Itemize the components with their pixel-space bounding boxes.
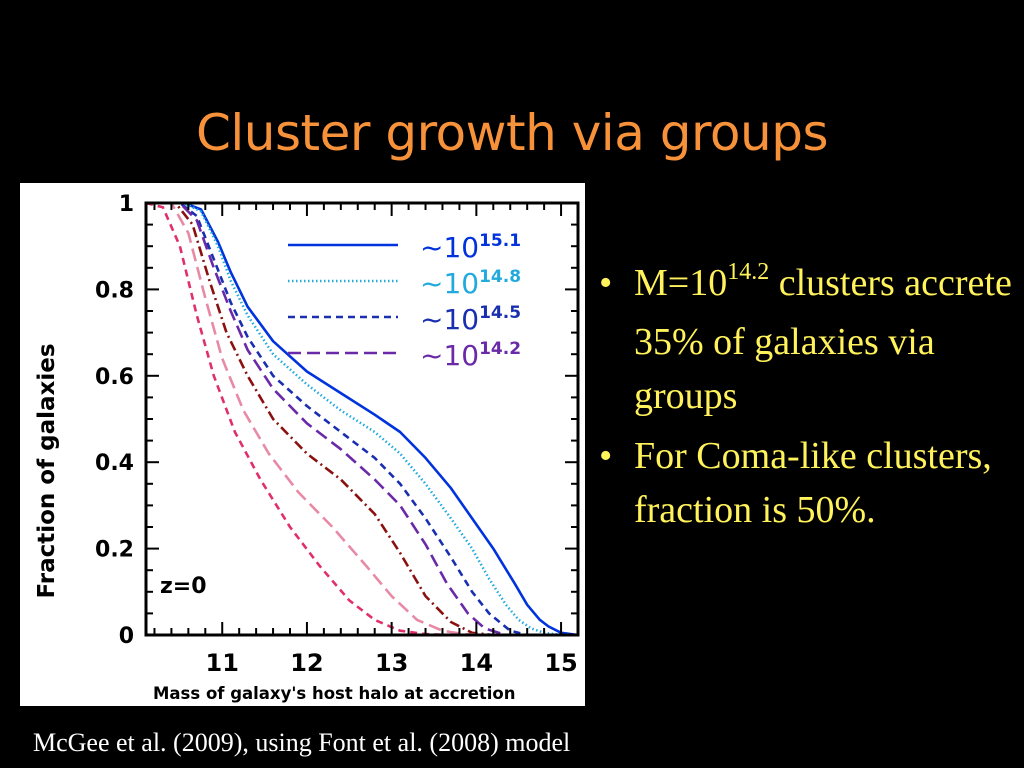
x-tick-label: 13 xyxy=(375,649,408,677)
x-tick-label: 11 xyxy=(206,649,239,677)
series-line-3 xyxy=(146,201,507,637)
x-tick-label: 12 xyxy=(290,649,323,677)
legend: ~1015.1~1014.8~1014.5~1014.2 xyxy=(288,231,521,372)
bullet-mass-prefix: M=10 xyxy=(634,262,728,304)
legend-label: ~1014.2 xyxy=(420,339,521,372)
series-layer xyxy=(145,201,579,637)
legend-label: ~1015.1 xyxy=(420,231,521,264)
bullet-list: • M=1014.2 clusters accrete 35% of galax… xyxy=(597,256,1017,543)
legend-label: ~1014.8 xyxy=(420,267,521,300)
legend-label: ~1014.5 xyxy=(420,303,521,336)
redshift-annotation: z=0 xyxy=(160,574,207,599)
y-tick-label: 0.6 xyxy=(95,365,134,390)
bullet-mass-exponent: 14.2 xyxy=(727,259,770,285)
source-caption: McGee et al. (2009), using Font et al. (… xyxy=(33,728,571,757)
bullet-glyph: • xyxy=(599,262,613,304)
bullet-glyph: • xyxy=(599,435,613,477)
x-axis-label: Mass of galaxy's host halo at accretion xyxy=(153,684,516,703)
series-line-2 xyxy=(146,201,528,637)
bullet-item-coma-fraction: • For Coma-like clusters, fraction is 50… xyxy=(597,429,1017,537)
series-line-5 xyxy=(146,201,485,637)
y-tick-label: 0 xyxy=(119,624,134,649)
series-line-4 xyxy=(146,201,494,637)
chart-panel: 11 12 13 14 15 0 0.2 0.4 0.6 0.8 1 ~1015.1 ~1014.8 ~… xyxy=(20,183,585,706)
series-line-6 xyxy=(145,201,468,637)
y-tick-label: 0.4 xyxy=(95,451,134,476)
x-tick-label: 14 xyxy=(460,649,493,677)
series-line-1 xyxy=(146,201,562,637)
y-axis-label: Fraction of galaxies xyxy=(34,343,60,598)
bullet-text: For Coma-like clusters, fraction is 50%. xyxy=(634,435,992,531)
slide-title: Cluster growth via groups xyxy=(195,104,829,162)
y-tick-label: 0.2 xyxy=(95,538,134,563)
y-tick-label: 1 xyxy=(119,192,134,217)
tick-layer: 11 12 13 14 15 0 0.2 0.4 0.6 0.8 1 xyxy=(95,192,578,677)
y-tick-label: 0.8 xyxy=(95,278,134,303)
bullet-text: clusters accrete 35% of galaxies via gro… xyxy=(634,262,1012,417)
bullet-item-cluster-accretion: • M=1014.2 clusters accrete 35% of galax… xyxy=(597,256,1017,423)
series-line-0 xyxy=(146,201,579,637)
x-tick-label: 15 xyxy=(544,649,577,677)
